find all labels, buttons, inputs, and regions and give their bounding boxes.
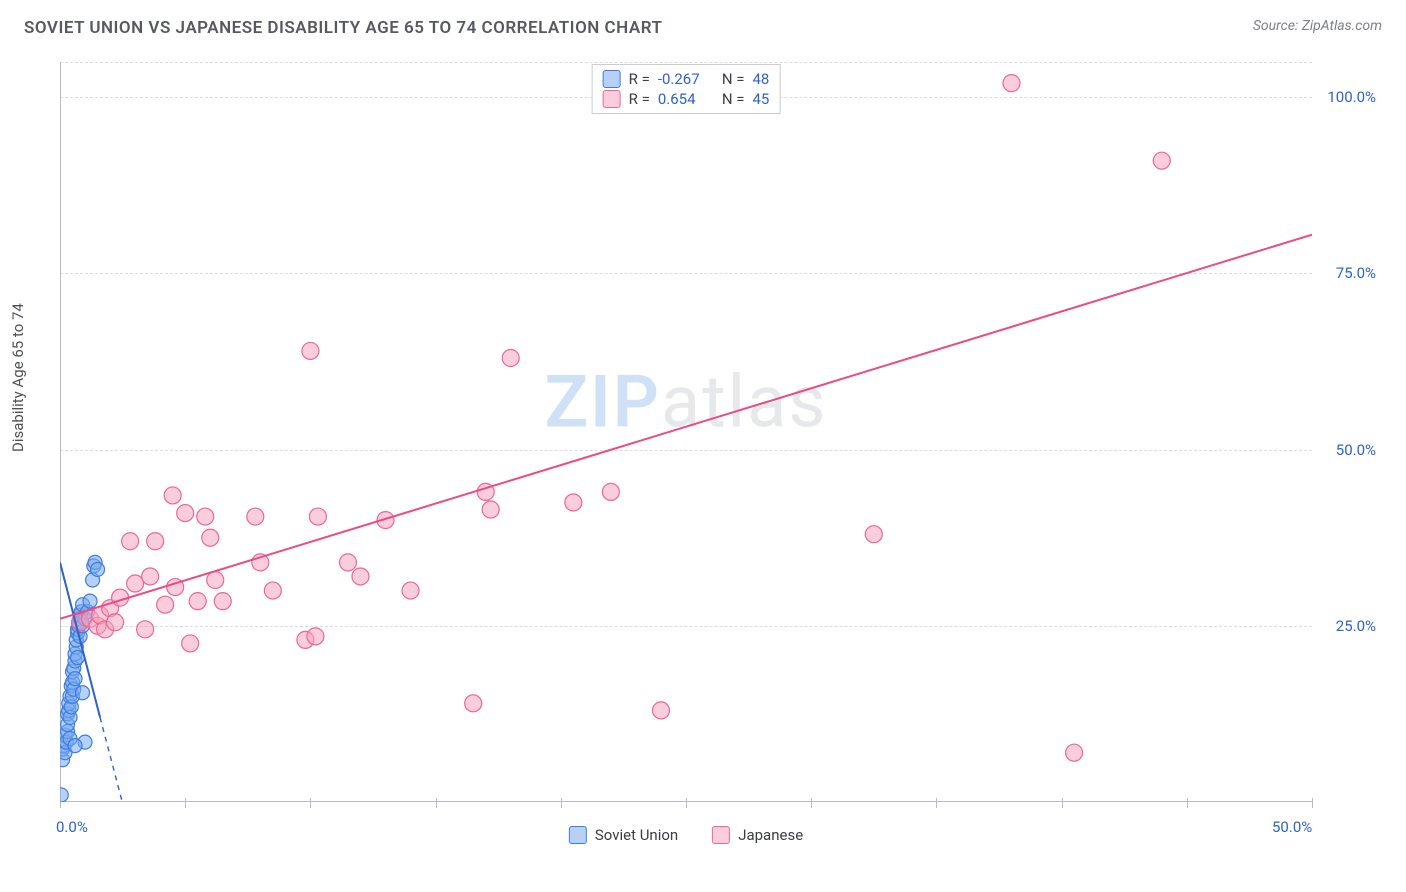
data-point (60, 788, 68, 802)
y-tick-label: 25.0% (1336, 617, 1376, 635)
data-point (652, 702, 669, 719)
legend-correlation: R = -0.267 N = 48 R = 0.654 N = 45 (592, 64, 781, 114)
data-point (137, 621, 154, 638)
legend-series-item: Japanese (712, 826, 803, 844)
chart-title: SOVIET UNION VS JAPANESE DISABILITY AGE … (24, 18, 662, 38)
data-point (465, 695, 482, 712)
legend-correlation-row: R = 0.654 N = 45 (603, 89, 770, 109)
data-point (352, 568, 369, 585)
data-point (157, 596, 174, 613)
data-point (565, 494, 582, 511)
legend-series-item: Soviet Union (569, 826, 678, 844)
data-point (502, 350, 519, 367)
data-point (122, 533, 139, 550)
data-point (142, 568, 159, 585)
data-point (214, 593, 231, 610)
plot-area: ZIPatlas 25.0%50.0%75.0%100.0%0.0%50.0%R… (60, 62, 1312, 802)
data-point (68, 739, 82, 753)
trend-line (60, 235, 1312, 619)
x-tick (1312, 798, 1313, 808)
data-point (127, 575, 144, 592)
data-point (602, 483, 619, 500)
legend-swatch (603, 90, 621, 108)
legend-n-label: N = (722, 70, 745, 88)
y-tick-label: 50.0% (1336, 441, 1376, 459)
legend-n-value: 48 (752, 70, 769, 88)
data-point (83, 594, 97, 608)
x-tick-label: 50.0% (1272, 818, 1312, 836)
data-point (264, 582, 281, 599)
legend-swatch (712, 826, 730, 844)
data-point (339, 554, 356, 571)
data-point (1153, 152, 1170, 169)
legend-r-value: -0.267 (658, 70, 714, 88)
data-point (309, 508, 326, 525)
data-point (865, 526, 882, 543)
trend-line-extension (100, 717, 185, 802)
data-point (68, 672, 82, 686)
legend-n-label: N = (722, 90, 745, 108)
legend-series-label: Japanese (738, 826, 803, 844)
legend-swatch (603, 70, 621, 88)
data-point (189, 593, 206, 610)
data-point (164, 487, 181, 504)
chart-container: Disability Age 65 to 74 ZIPatlas 25.0%50… (24, 52, 1382, 852)
legend-r-label: R = (629, 70, 650, 88)
data-point (197, 508, 214, 525)
scatter-plot-svg (60, 62, 1312, 802)
data-point (147, 533, 164, 550)
y-tick-label: 100.0% (1327, 88, 1376, 106)
data-point (482, 501, 499, 518)
data-point (247, 508, 264, 525)
data-point (182, 635, 199, 652)
data-point (207, 572, 224, 589)
legend-series-label: Soviet Union (595, 826, 678, 844)
data-point (177, 505, 194, 522)
data-point (76, 686, 90, 700)
legend-r-label: R = (629, 90, 650, 108)
data-point (402, 582, 419, 599)
legend-swatch (569, 826, 587, 844)
y-tick-label: 75.0% (1336, 264, 1376, 282)
x-tick-label: 0.0% (56, 818, 88, 836)
data-point (1066, 744, 1083, 761)
source-attribution: Source: ZipAtlas.com (1253, 18, 1382, 34)
legend-correlation-row: R = -0.267 N = 48 (603, 69, 770, 89)
legend-series: Soviet Union Japanese (569, 826, 803, 844)
data-point (202, 529, 219, 546)
data-point (1003, 75, 1020, 92)
legend-r-value: 0.654 (658, 90, 714, 108)
legend-n-value: 45 (752, 90, 769, 108)
y-axis-label: Disability Age 65 to 74 (9, 303, 27, 452)
data-point (91, 562, 105, 576)
data-point (302, 342, 319, 359)
data-point (107, 614, 124, 631)
data-point (307, 628, 324, 645)
